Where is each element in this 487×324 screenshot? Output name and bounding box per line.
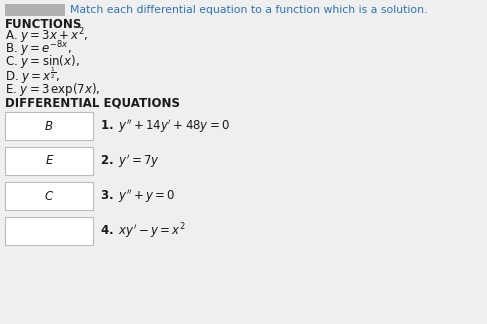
Text: $\mathbf{4.}$ $xy' - y = x^2$: $\mathbf{4.}$ $xy' - y = x^2$ (100, 221, 186, 241)
FancyBboxPatch shape (5, 4, 65, 16)
Text: B: B (45, 120, 53, 133)
Text: D. $y = x^{\frac{1}{2}}$,: D. $y = x^{\frac{1}{2}}$, (5, 66, 60, 86)
Text: E. $y = 3\,\exp(7x)$,: E. $y = 3\,\exp(7x)$, (5, 82, 100, 98)
FancyBboxPatch shape (5, 112, 93, 140)
Text: C. $y = \sin(x)$,: C. $y = \sin(x)$, (5, 53, 80, 71)
Text: $\mathbf{3.}$ $y'' + y = 0$: $\mathbf{3.}$ $y'' + y = 0$ (100, 187, 175, 205)
FancyBboxPatch shape (5, 217, 93, 245)
Text: DIFFERENTIAL EQUATIONS: DIFFERENTIAL EQUATIONS (5, 97, 180, 110)
Text: FUNCTIONS: FUNCTIONS (5, 17, 82, 30)
FancyBboxPatch shape (5, 147, 93, 175)
Text: B. $y = e^{-8x}$,: B. $y = e^{-8x}$, (5, 39, 72, 59)
Text: $\mathbf{1.}$ $y'' + 14y' + 48y = 0$: $\mathbf{1.}$ $y'' + 14y' + 48y = 0$ (100, 117, 230, 135)
Text: E: E (45, 155, 53, 168)
Text: A. $y = 3x + x^2$,: A. $y = 3x + x^2$, (5, 26, 89, 46)
Text: $\mathbf{2.}$ $y' = 7y$: $\mathbf{2.}$ $y' = 7y$ (100, 152, 160, 170)
Text: C: C (45, 190, 53, 202)
Text: Match each differential equation to a function which is a solution.: Match each differential equation to a fu… (70, 5, 428, 15)
FancyBboxPatch shape (5, 182, 93, 210)
